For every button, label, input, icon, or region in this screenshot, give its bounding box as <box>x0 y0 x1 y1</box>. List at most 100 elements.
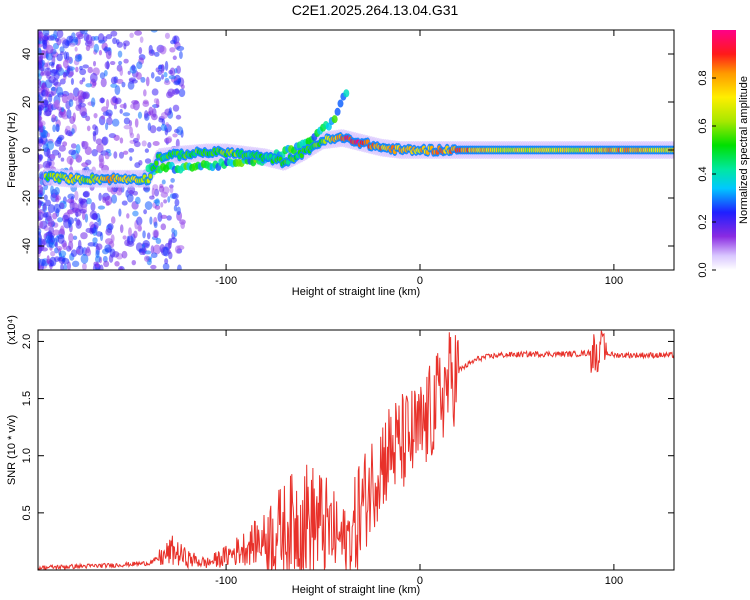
spectrogram-xtick-label: 0 <box>417 275 423 287</box>
spectrogram-noise-cell <box>99 264 104 270</box>
spectrogram-noise-cell <box>103 47 111 52</box>
spectrogram-noise-cell <box>178 51 183 60</box>
spectrogram-noise-cell <box>104 152 110 160</box>
spectrogram-noise-cell <box>100 77 107 88</box>
snr-ylabel: SNR (10 * v/v) <box>6 415 18 485</box>
spectrogram-noise-cell <box>47 103 52 110</box>
spectrogram-noise-cell <box>51 149 60 156</box>
spectrogram-noise-cell <box>67 209 73 215</box>
spectrogram-noise-cell <box>147 142 152 149</box>
spectrogram-xtick-label: 100 <box>605 275 623 287</box>
spectrogram-noise-cell <box>169 185 174 194</box>
spectrogram-noise-cell <box>124 239 131 247</box>
spectrogram-noise-cell <box>89 221 95 229</box>
spectrogram-noise-cell <box>154 188 160 197</box>
spectrogram-noise-cell <box>119 266 123 270</box>
spectrogram-noise-cell <box>85 34 93 45</box>
spectrogram-noise-cell <box>149 195 155 200</box>
spectrogram-noise-cell <box>164 60 169 71</box>
spectrogram-noise-cell <box>131 99 139 105</box>
spectrogram-noise-cell <box>104 61 110 70</box>
spectrogram-noise-cell <box>46 148 51 159</box>
spectrogram-noise-cell <box>123 58 129 64</box>
spectrogram-noise-cell <box>49 256 57 267</box>
spectrogram-noise-cell <box>68 99 74 107</box>
spectrogram-noise-cell <box>38 56 43 65</box>
spectrogram-noise-cell <box>174 245 181 254</box>
spectrogram-noise-cell <box>92 237 98 244</box>
spectrogram-noise-cell <box>169 47 176 53</box>
spectrogram-noise-cell <box>150 245 155 254</box>
figure-title: C2E1.2025.264.13.04.G31 <box>292 2 459 18</box>
spectrogram-noise-cell <box>119 137 124 144</box>
spectrogram-noise-cell <box>134 118 139 128</box>
spectrogram-noise-cell <box>62 242 68 251</box>
snr-ytick-label: 1.0 <box>21 448 33 463</box>
spectrogram-noise-cell <box>170 178 175 183</box>
spectrogram-noise-cell <box>66 155 74 165</box>
spectrogram-noise-cell <box>104 244 112 253</box>
spectrogram-noise-cell <box>168 75 176 80</box>
spectrogram-noise-cell <box>48 242 55 249</box>
spectrogram-noise-cell <box>100 115 106 120</box>
spectrogram-noise-cell <box>135 72 142 80</box>
spectrogram-noise-cell <box>62 39 70 49</box>
spectrogram-noise-cell <box>38 43 43 48</box>
spectrogram-noise-cell <box>42 160 51 170</box>
spectrogram-noise-cell <box>39 71 45 77</box>
spectrogram-noise-cell <box>175 138 180 149</box>
spectrogram-noise-cell <box>74 217 78 222</box>
spectrogram-noise-cell <box>70 249 78 257</box>
spectrogram-noise-cell <box>62 59 69 69</box>
spectrogram-noise-cell <box>180 84 185 90</box>
spectrogram-noise-cell <box>93 35 100 41</box>
spectrogram-noise-cell <box>138 248 143 253</box>
spectrogram-noise-cell <box>154 204 161 210</box>
spectrogram-noise-cell <box>74 190 79 201</box>
snr-ytick-label: 2.0 <box>21 334 33 349</box>
spectrogram-noise-cell <box>38 31 44 42</box>
spectrogram-noise-cell <box>142 230 146 239</box>
spectrogram-noise-cell <box>74 54 82 62</box>
spectrogram-noise-cell <box>79 102 86 108</box>
spectrogram-noise-cell <box>144 201 153 210</box>
spectrogram-noise-cell <box>68 240 74 251</box>
spectrogram-noise-cell <box>38 111 41 118</box>
spectrogram-ylabel: Frequency (Hz) <box>6 112 18 188</box>
spectrogram-noise-cell <box>144 110 149 119</box>
spectrogram-noise-cell <box>166 136 173 143</box>
spectrogram-noise-cell <box>57 234 65 244</box>
snr-ytick-label: 1.5 <box>21 391 33 406</box>
spectrogram-noise-cell <box>58 250 67 258</box>
spectrogram-noise-cell <box>79 106 87 117</box>
spectrogram-noise-cell <box>126 213 130 219</box>
spectrogram-noise-cell <box>95 231 103 237</box>
spectrogram-noise-cell <box>38 220 44 229</box>
spectrogram-noise-cell <box>110 83 118 88</box>
spectrogram-noise-cell <box>160 123 167 132</box>
snr-multiplier: (x10⁴) <box>6 315 18 345</box>
spectrogram-noise-cell <box>172 104 180 112</box>
spectrogram-xtick-label: -100 <box>215 275 237 287</box>
spectrogram-noise-cell <box>72 36 79 43</box>
spectrogram-noise-cell <box>173 205 178 212</box>
spectrogram-noise-cell <box>123 117 131 125</box>
spectrogram-noise-cell <box>110 216 116 224</box>
spectrogram-noise-cell <box>131 79 138 84</box>
spectrogram-noise-cell <box>127 70 131 75</box>
spectrogram-noise-cell <box>45 235 51 244</box>
spectrogram-noise-cell <box>85 227 93 233</box>
spectrogram-noise-cell <box>145 76 150 87</box>
spectrogram-noise-cell <box>94 255 101 263</box>
spectrogram-noise-cell <box>110 76 117 85</box>
spectrogram-noise-cell <box>67 217 75 225</box>
spectrogram-noise-cell <box>51 114 56 123</box>
spectrogram-noise-cell <box>162 262 170 270</box>
spectrogram-noise-cell <box>166 215 172 221</box>
spectrogram-noise-cell <box>78 197 84 204</box>
spectrogram-noise-cell <box>161 179 166 185</box>
spectrogram-noise-cell <box>151 88 159 96</box>
spectrogram-noise-cell <box>84 146 92 156</box>
spectrogram-noise-cell <box>56 30 64 39</box>
spectrogram-noise-cell <box>173 80 181 86</box>
